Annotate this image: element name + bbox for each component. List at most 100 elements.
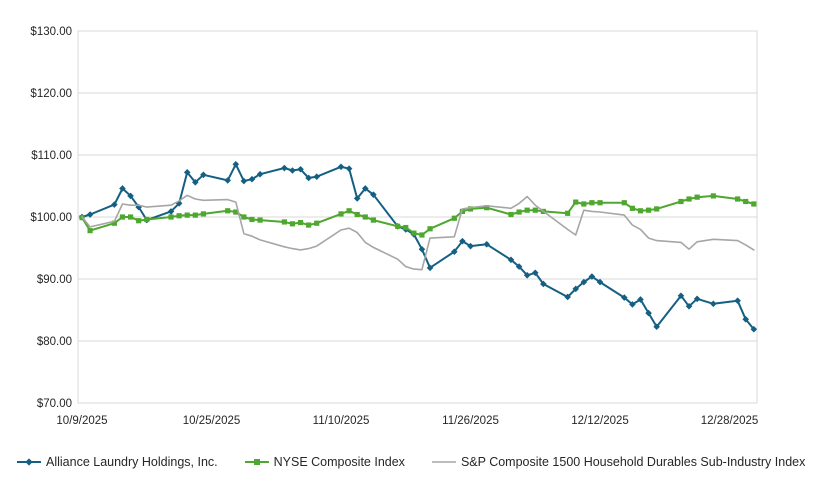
data-point-marker (395, 223, 401, 229)
data-point-marker (183, 169, 191, 176)
data-point-marker (200, 171, 207, 179)
data-point-marker (192, 178, 199, 186)
data-point-marker (508, 211, 514, 218)
data-point-marker (653, 323, 660, 331)
data-point-marker (467, 206, 474, 212)
data-point-marker (111, 220, 117, 226)
data-point-marker (524, 207, 530, 213)
data-point-marker (581, 201, 587, 207)
y-axis-label: $90.00 (37, 274, 72, 286)
data-point-marker (192, 212, 198, 218)
y-axis-label: $110.00 (31, 150, 72, 162)
data-point-marker (751, 201, 757, 207)
data-point-marker (685, 302, 693, 310)
x-axis-label: 10/25/2025 (183, 415, 241, 427)
data-point-marker (735, 196, 741, 202)
data-point-marker (297, 219, 304, 226)
data-point-marker (370, 217, 376, 223)
data-point-marker (257, 217, 263, 223)
data-point-marker (411, 230, 417, 236)
data-point-marker (523, 271, 531, 279)
data-point-marker (693, 295, 701, 303)
data-point-marker (144, 216, 150, 223)
data-point-marker (240, 177, 248, 185)
data-point-marker (451, 248, 458, 256)
data-point-marker (86, 211, 94, 218)
data-point-marker (750, 325, 758, 333)
data-point-marker (742, 316, 750, 323)
data-point-marker (224, 177, 231, 184)
data-point-marker (645, 207, 652, 213)
data-point-marker (87, 228, 93, 234)
data-point-marker (532, 207, 538, 213)
data-point-marker (516, 209, 522, 215)
data-point-marker (588, 273, 596, 280)
data-point-marker (565, 210, 571, 216)
data-point-marker (427, 226, 433, 232)
data-point-marker (540, 280, 547, 288)
data-point-marker (573, 199, 579, 205)
data-point-marker (467, 242, 474, 250)
data-point-marker (710, 193, 716, 199)
data-point-marker (564, 293, 571, 301)
data-point-marker (281, 219, 287, 225)
y-axis-label: $130.00 (30, 26, 72, 38)
data-point-marker (419, 232, 425, 238)
data-point-marker (345, 165, 353, 172)
data-point-marker (248, 175, 256, 183)
data-point-marker (629, 301, 636, 308)
data-point-marker (362, 214, 368, 220)
data-point-marker (686, 196, 692, 202)
legend-diamond-glyph (25, 458, 33, 466)
sp-household-durables-line-swatch-icon (431, 461, 456, 463)
data-point-marker (136, 218, 142, 224)
data-point-marker (743, 198, 749, 205)
data-point-marker (249, 216, 255, 223)
data-point-marker (111, 201, 118, 208)
data-point-marker (515, 263, 523, 270)
data-point-marker (127, 214, 134, 220)
data-point-marker (572, 285, 580, 293)
data-point-marker (654, 206, 660, 212)
data-point-marker (232, 161, 240, 168)
data-point-marker (314, 220, 320, 226)
data-point-marker (370, 191, 377, 198)
plot-border (77, 30, 758, 404)
data-point-marker (168, 214, 174, 220)
legend-item-alliance-laundry: Alliance Laundry Holdings, Inc. (16, 455, 218, 469)
data-point-marker (677, 292, 685, 300)
data-point-marker (678, 198, 684, 205)
data-point-marker (297, 165, 304, 173)
data-point-marker (621, 200, 627, 206)
y-axis-label: $120.00 (30, 88, 72, 100)
data-point-marker (306, 222, 312, 228)
data-point-marker (459, 237, 466, 245)
data-point-marker (451, 215, 457, 221)
x-axis-label: 12/12/2025 (571, 415, 629, 427)
data-point-marker (361, 185, 369, 192)
data-point-marker (233, 209, 239, 215)
legend-label-nyse-composite: NYSE Composite Index (273, 455, 405, 469)
legend-square-glyph (253, 459, 260, 465)
data-point-marker (225, 208, 231, 214)
data-point-marker (289, 167, 296, 174)
legend-label-sp-household-durables: S&P Composite 1500 Household Durables Su… (460, 455, 806, 469)
data-point-marker (338, 211, 344, 217)
data-point-marker (710, 300, 717, 308)
data-point-marker (354, 211, 360, 218)
data-point-marker (403, 224, 409, 231)
chart-plot-area: $70.00 $80.00 $90.00 $100.00 $110.00 $120.00 $… (30, 26, 758, 427)
x-axis-label: 11/26/2025 (442, 415, 499, 427)
data-point-marker (734, 297, 741, 304)
legend-label-alliance-laundry: Alliance Laundry Holdings, Inc. (46, 455, 218, 469)
series-line-0 (81, 163, 755, 331)
x-axis-label: 10/9/2025 (56, 415, 107, 427)
data-point-marker (580, 278, 588, 286)
data-point-marker (346, 208, 352, 214)
legend-item-nyse-composite: NYSE Composite Index (244, 455, 405, 469)
data-point-marker (484, 205, 490, 211)
data-point-marker (426, 264, 434, 272)
data-point-marker (167, 208, 175, 215)
data-point-marker (135, 203, 142, 211)
